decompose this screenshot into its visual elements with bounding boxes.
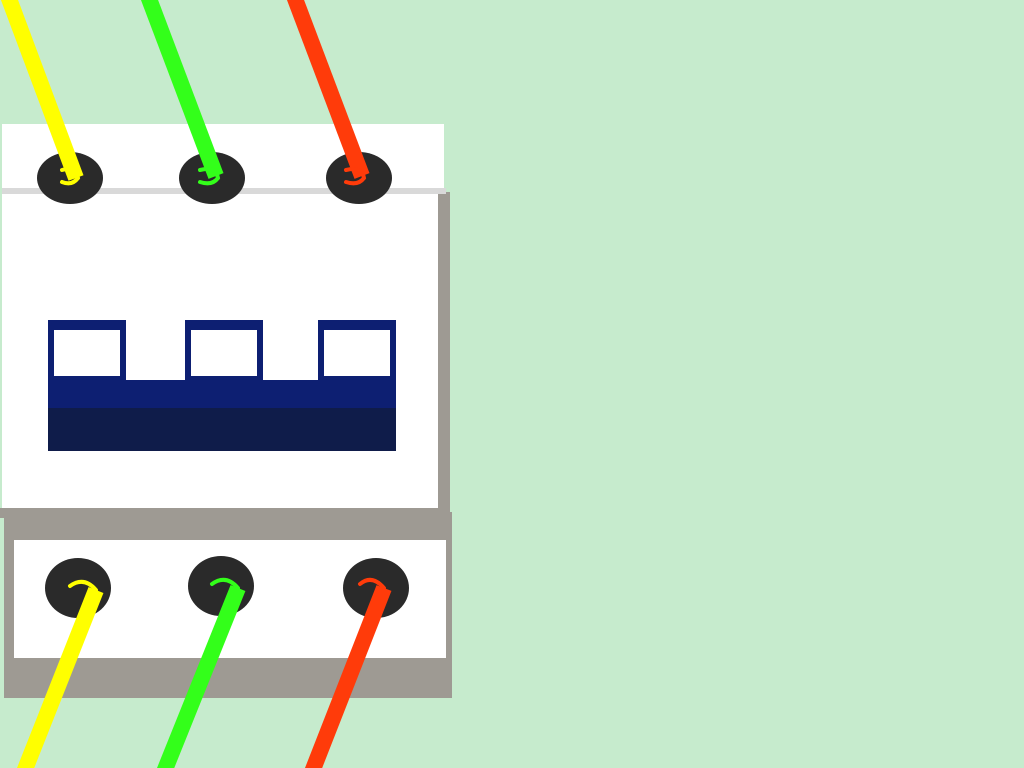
toggle-bar-upper[interactable] xyxy=(48,380,396,410)
wire-green-bottom-end xyxy=(210,577,240,590)
wire-green-top-end xyxy=(198,167,221,186)
bottom-terminal-1 xyxy=(45,558,111,618)
wire-red-top xyxy=(286,0,370,179)
toggle-window-2 xyxy=(191,330,257,376)
top-terminal-2 xyxy=(179,152,245,204)
wire-red-bottom-end xyxy=(358,577,386,590)
main-body-bottom-shadow xyxy=(0,508,450,518)
wire-yellow-top xyxy=(0,0,84,181)
main-body-side-shadow xyxy=(436,192,450,516)
wire-yellow-top-end xyxy=(60,167,81,186)
wire-green-bottom xyxy=(156,585,246,768)
wire-red-top-end xyxy=(344,167,367,186)
wires xyxy=(0,0,392,768)
toggle-bar-lower[interactable] xyxy=(48,408,396,451)
wire-yellow-bottom xyxy=(16,587,104,768)
bottom-terminal-2 xyxy=(188,556,254,616)
top-terminal-3 xyxy=(326,152,392,204)
toggle-lever[interactable] xyxy=(48,320,396,451)
wire-red-bottom xyxy=(304,585,392,768)
toggle-window-3 xyxy=(324,330,390,376)
wire-green-top xyxy=(140,0,224,179)
wire-yellow-bottom-end xyxy=(68,579,98,592)
toggle-window-1 xyxy=(54,330,120,376)
